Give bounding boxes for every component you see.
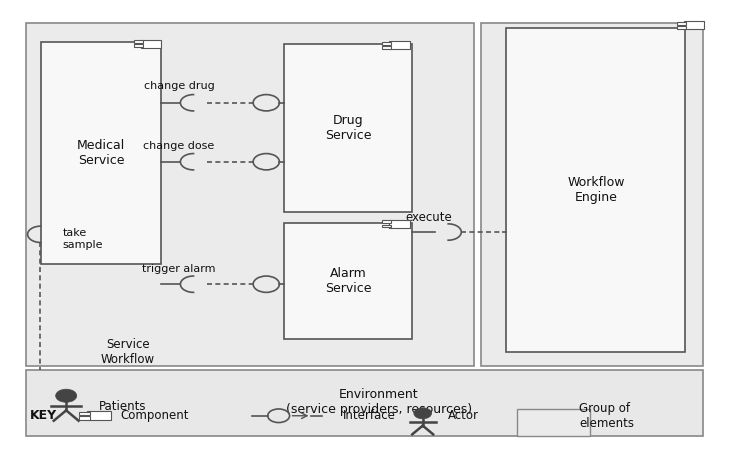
Text: Actor: Actor — [448, 409, 479, 422]
Bar — [684, 21, 704, 29]
Bar — [26, 370, 703, 436]
Bar — [507, 28, 685, 352]
Text: Group of
elements: Group of elements — [579, 402, 634, 430]
Bar — [79, 412, 90, 415]
Text: Medical
Service: Medical Service — [77, 139, 125, 167]
Bar — [134, 40, 143, 43]
Bar — [79, 416, 90, 420]
Bar — [677, 22, 686, 25]
Text: trigger alarm: trigger alarm — [142, 264, 216, 274]
Bar — [87, 411, 111, 420]
Bar — [518, 409, 590, 436]
Circle shape — [414, 408, 432, 419]
Bar — [41, 41, 161, 264]
Bar — [481, 23, 703, 366]
Bar — [284, 223, 412, 339]
Bar — [141, 40, 162, 48]
Text: KEY: KEY — [30, 409, 57, 422]
Text: Drug
Service: Drug Service — [325, 114, 372, 142]
Bar — [677, 26, 686, 29]
Bar — [382, 46, 391, 49]
Circle shape — [55, 389, 77, 402]
Bar — [389, 41, 410, 49]
Text: Workflow
Engine: Workflow Engine — [567, 176, 625, 204]
Text: Component: Component — [121, 409, 190, 422]
Bar — [389, 220, 410, 228]
Text: Service
Workflow: Service Workflow — [101, 338, 155, 366]
Bar — [134, 45, 143, 47]
Bar — [284, 44, 412, 212]
Bar — [382, 224, 391, 228]
Text: Interface: Interface — [343, 409, 396, 422]
Text: execute: execute — [405, 211, 452, 224]
Bar — [26, 23, 474, 366]
Text: take
sample: take sample — [63, 228, 103, 250]
Text: Environment
(service providers, resources): Environment (service providers, resource… — [286, 388, 472, 416]
Text: Alarm
Service: Alarm Service — [325, 267, 372, 294]
Text: Patients: Patients — [99, 400, 147, 413]
Bar — [382, 220, 391, 223]
Text: change drug: change drug — [144, 81, 214, 91]
Bar — [382, 42, 391, 45]
Text: change dose: change dose — [144, 142, 214, 152]
